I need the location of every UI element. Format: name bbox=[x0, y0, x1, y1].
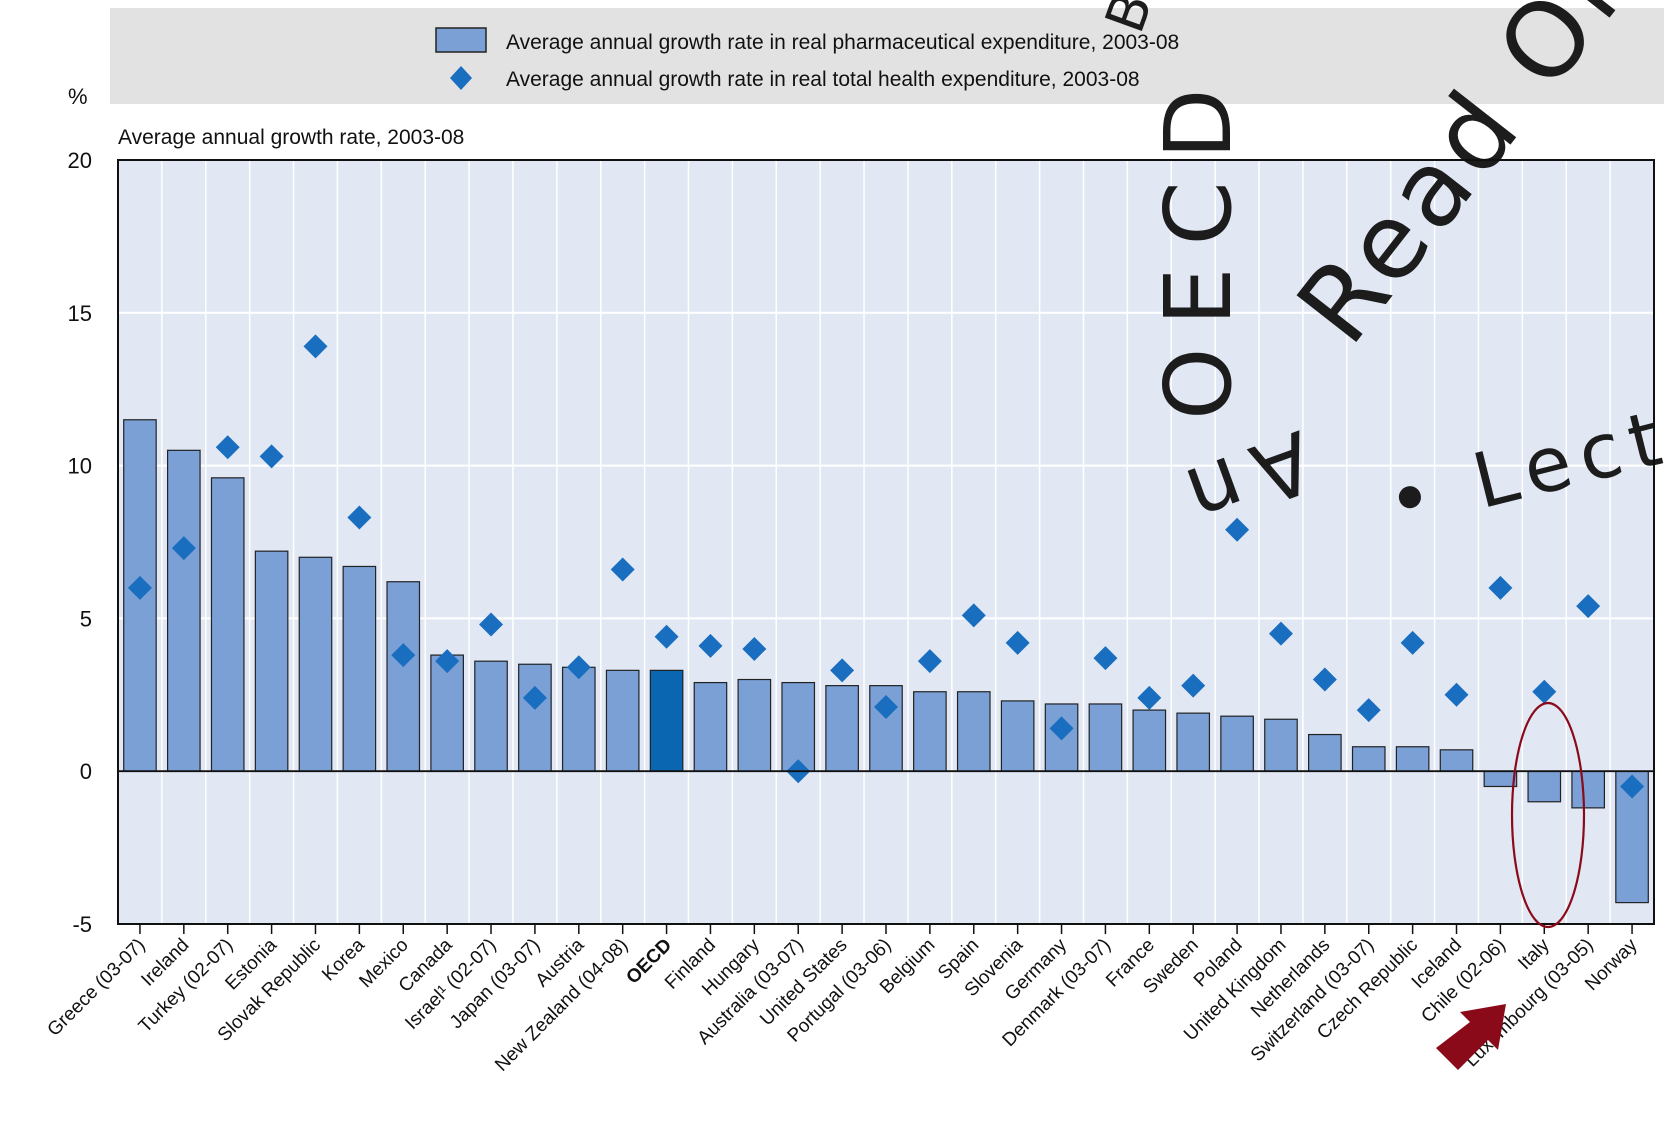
legend-marker-label: Average annual growth rate in real total… bbox=[506, 68, 1140, 91]
bar bbox=[255, 551, 287, 771]
y-tick-label: 15 bbox=[68, 301, 92, 326]
bar bbox=[1265, 719, 1297, 771]
bar bbox=[914, 692, 946, 771]
bar bbox=[1309, 735, 1341, 772]
bar bbox=[958, 692, 990, 771]
bar bbox=[387, 582, 419, 771]
x-axis-ticks bbox=[140, 924, 1632, 934]
bar bbox=[475, 661, 507, 771]
y-tick-label: 10 bbox=[68, 454, 92, 479]
bar bbox=[1001, 701, 1033, 771]
bar bbox=[1133, 710, 1165, 771]
bar bbox=[168, 450, 200, 771]
y-tick-label: -5 bbox=[72, 912, 92, 937]
bar bbox=[782, 683, 814, 772]
bar bbox=[738, 680, 770, 772]
bar bbox=[519, 664, 551, 771]
bar bbox=[1528, 771, 1560, 802]
bar bbox=[563, 667, 595, 771]
legend-bar-swatch bbox=[436, 28, 486, 52]
x-category-label: Greece (03-07) bbox=[44, 935, 150, 1041]
bar bbox=[343, 566, 375, 771]
watermark-oecd: OECD bbox=[1145, 66, 1252, 420]
bar bbox=[606, 670, 638, 771]
y-axis-ticks: -5 0 5 10 15 20 bbox=[68, 148, 92, 937]
bar bbox=[1396, 747, 1428, 771]
bar bbox=[1089, 704, 1121, 771]
y-tick-label: 5 bbox=[80, 606, 92, 631]
bar bbox=[1177, 713, 1209, 771]
bar bbox=[1221, 716, 1253, 771]
bar bbox=[299, 557, 331, 771]
bar bbox=[1484, 771, 1516, 786]
legend-bar-label: Average annual growth rate in real pharm… bbox=[506, 31, 1179, 54]
bar bbox=[826, 686, 858, 772]
percent-unit-label: % bbox=[68, 84, 88, 109]
bar bbox=[694, 683, 726, 772]
bar bbox=[1353, 747, 1385, 771]
y-tick-label: 20 bbox=[68, 148, 92, 173]
bar bbox=[211, 478, 243, 771]
bar bbox=[650, 670, 682, 771]
y-tick-label: 0 bbox=[80, 759, 92, 784]
chart-subtitle: Average annual growth rate, 2003-08 bbox=[118, 126, 464, 149]
bar bbox=[1572, 771, 1604, 808]
bar bbox=[1440, 750, 1472, 771]
